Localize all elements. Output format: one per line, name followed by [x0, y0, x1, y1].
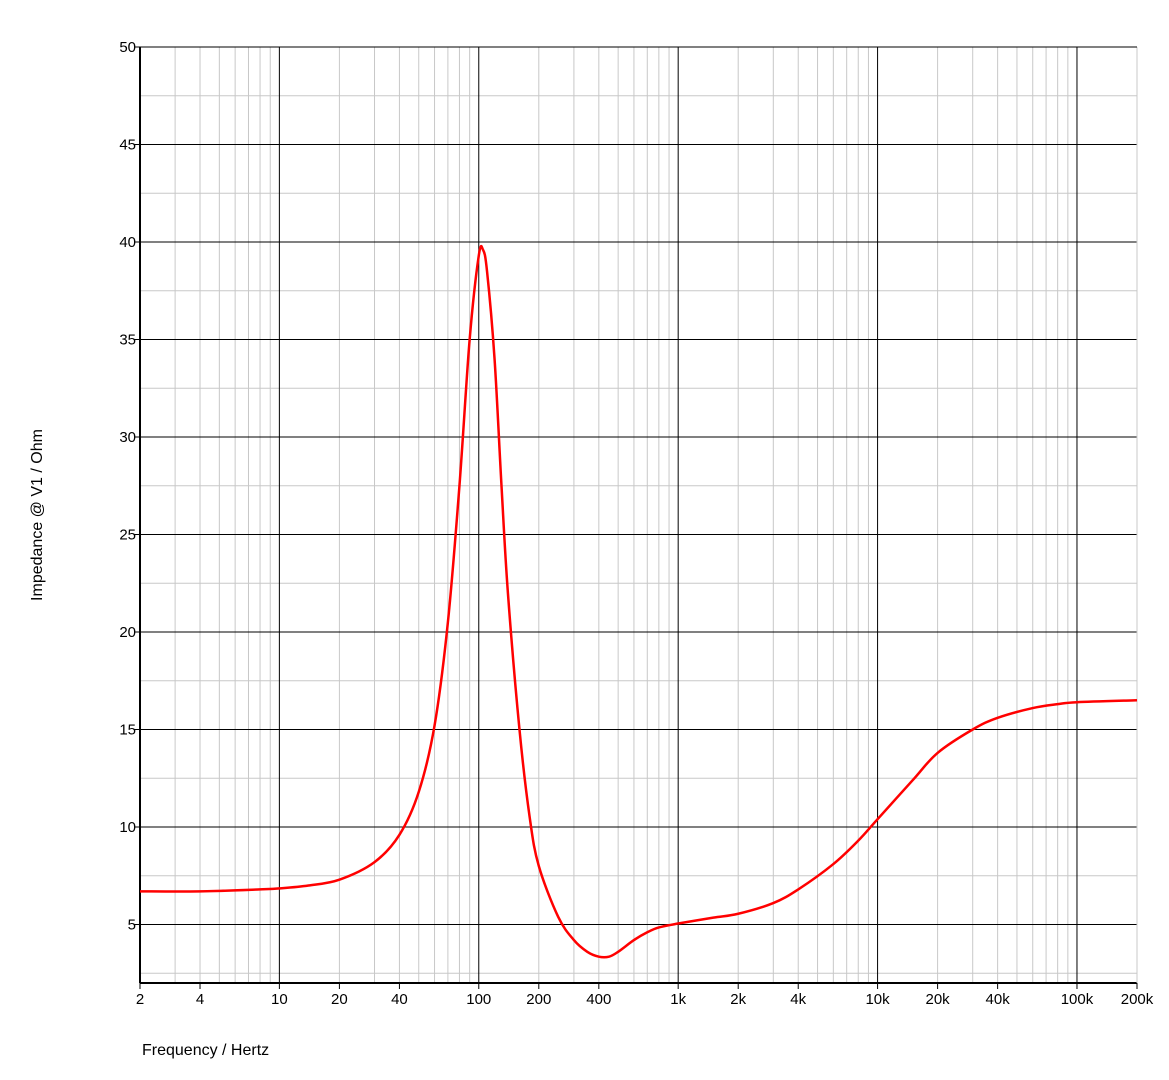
y-tick-label: 30 [119, 429, 136, 446]
y-tick-label: 25 [119, 527, 136, 544]
plot-axes [139, 46, 1138, 984]
x-tick-label: 200k [1121, 991, 1154, 1008]
y-tick-label: 5 [128, 917, 136, 934]
x-tick-label: 20 [331, 991, 348, 1008]
major-grid [140, 46, 1137, 983]
x-tick-label: 40 [391, 991, 408, 1008]
x-axis-label: Frequency / Hertz [142, 1042, 269, 1059]
x-tick-label: 100k [1061, 991, 1094, 1008]
x-tick-label: 400 [586, 991, 611, 1008]
x-tick-label: 10k [865, 991, 890, 1008]
x-tick-label: 200 [526, 991, 551, 1008]
x-tick-label: 10 [271, 991, 288, 1008]
y-tick-labels: 5 10 15 20 25 30 35 40 45 50 [119, 39, 140, 934]
x-tick-labels: 2 4 10 20 40 100 200 400 1k 2k 4k 10k 20k 40k 100k 200k [136, 983, 1154, 1008]
x-tick-label: 4k [790, 991, 806, 1008]
x-tick-label: 2k [730, 991, 746, 1008]
y-axis-label: Impedance @ V1 / Ohm [29, 429, 46, 601]
impedance-curve [139, 244, 1138, 959]
x-tick-label: 100 [466, 991, 491, 1008]
x-tick-label: 2 [136, 991, 144, 1008]
y-tick-label: 40 [119, 234, 136, 251]
y-tick-label: 50 [119, 39, 136, 56]
y-tick-label: 10 [119, 819, 136, 836]
y-tick-label: 15 [119, 722, 136, 739]
x-tick-label: 1k [670, 991, 686, 1008]
y-tick-label: 35 [119, 332, 136, 349]
x-tick-label: 4 [196, 991, 204, 1008]
y-tick-label: 45 [119, 137, 136, 154]
impedance-series [139, 244, 1138, 959]
y-tick-label: 20 [119, 624, 136, 641]
x-tick-label: 20k [926, 991, 951, 1008]
x-tick-label: 40k [986, 991, 1011, 1008]
minor-grid [139, 47, 1138, 983]
